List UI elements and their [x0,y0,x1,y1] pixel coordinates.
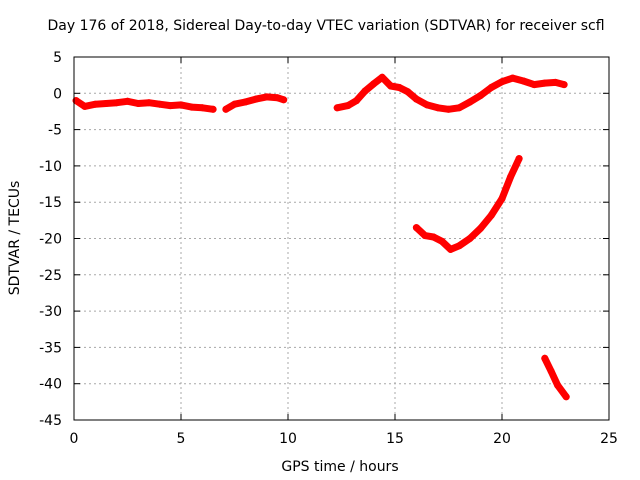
data-point [252,95,260,103]
data-point [430,233,437,241]
data-point [562,393,570,401]
data-point [378,73,386,81]
data-point [145,99,153,107]
data-point [509,74,517,82]
data-point [198,104,206,112]
grid-lines [74,57,609,420]
y-axis-label: SDTVAR / TECUs [7,181,23,296]
data-point [507,173,515,181]
data-point [370,80,378,88]
data-point [177,101,185,109]
x-tick-label: 0 [70,431,79,447]
data-point [209,105,217,113]
data-point [477,224,485,232]
x-tick-label: 5 [177,431,186,447]
data-point [466,235,474,242]
data-point [91,100,99,108]
data-point [530,81,538,89]
data-point [134,100,142,107]
data-point [361,87,369,95]
data-point [404,88,412,96]
plot-frame [73,56,610,421]
y-tick-label: -45 [39,413,62,429]
data-point [487,211,495,219]
series-layer [72,73,570,401]
data-point [447,245,455,253]
data-point [280,96,288,104]
data-point [560,81,568,89]
data-point [188,103,196,111]
data-point [466,98,474,106]
tick-labels: 0 5 10 15 20 25 5 0 -5 -10 -15 -20 -25 -30 -35 -40 -45 [39,50,618,447]
data-point [455,242,463,250]
data-point [222,105,230,113]
data-point [547,367,555,375]
data-point [412,95,420,103]
y-tick-label: 0 [53,86,62,102]
data-point [515,155,523,163]
x-axis-label: GPS time / hours [281,459,398,475]
data-point [124,97,131,105]
data-point [166,102,174,110]
data-point [395,84,403,91]
data-point [113,99,121,107]
data-point [434,104,442,112]
data-point [498,195,506,203]
y-tick-label: -30 [39,304,62,320]
y-tick-label: -35 [39,340,62,356]
data-point [541,354,549,362]
data-point [554,381,562,389]
x-tick-label: 25 [600,431,618,447]
data-point [421,232,429,240]
y-tick-label: -25 [39,268,62,284]
data-point [156,100,164,108]
data-point [273,94,281,102]
data-point [541,79,549,87]
y-tick-label: -5 [48,123,62,139]
y-tick-label: -20 [39,232,62,248]
data-point [344,102,352,110]
data-point [231,100,238,108]
data-point [487,84,495,91]
y-tick-label: -10 [39,159,62,175]
data-point [387,82,395,90]
y-tick-label: -40 [39,377,62,393]
x-tick-label: 10 [279,431,297,447]
data-point [552,78,559,86]
data-point [353,97,360,105]
data-point [412,224,420,232]
data-point [81,102,89,110]
data-point [455,104,463,112]
data-point [498,78,506,86]
data-point [102,100,110,107]
x-tick-label: 15 [386,431,404,447]
data-point [519,77,527,85]
y-tick-label: 5 [53,50,62,66]
series-segment [541,354,570,401]
data-point [423,101,431,109]
data-point [263,93,271,101]
data-point [445,105,452,113]
y-tick-label: -15 [39,195,62,211]
x-tick-label: 20 [493,431,511,447]
data-point [438,237,446,245]
chart-title: Day 176 of 2018, Sidereal Day-to-day VTE… [47,18,604,34]
data-point [241,98,249,106]
data-point [477,92,485,99]
data-point [333,104,341,112]
